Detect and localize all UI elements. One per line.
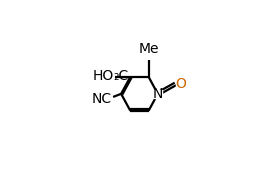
Polygon shape <box>176 80 183 88</box>
Text: ₂C: ₂C <box>113 69 129 83</box>
Text: NC: NC <box>91 92 111 106</box>
Polygon shape <box>154 90 162 98</box>
Text: O: O <box>175 77 186 91</box>
Text: Me: Me <box>138 42 159 56</box>
Text: HO: HO <box>92 69 113 83</box>
Text: N: N <box>153 87 163 101</box>
